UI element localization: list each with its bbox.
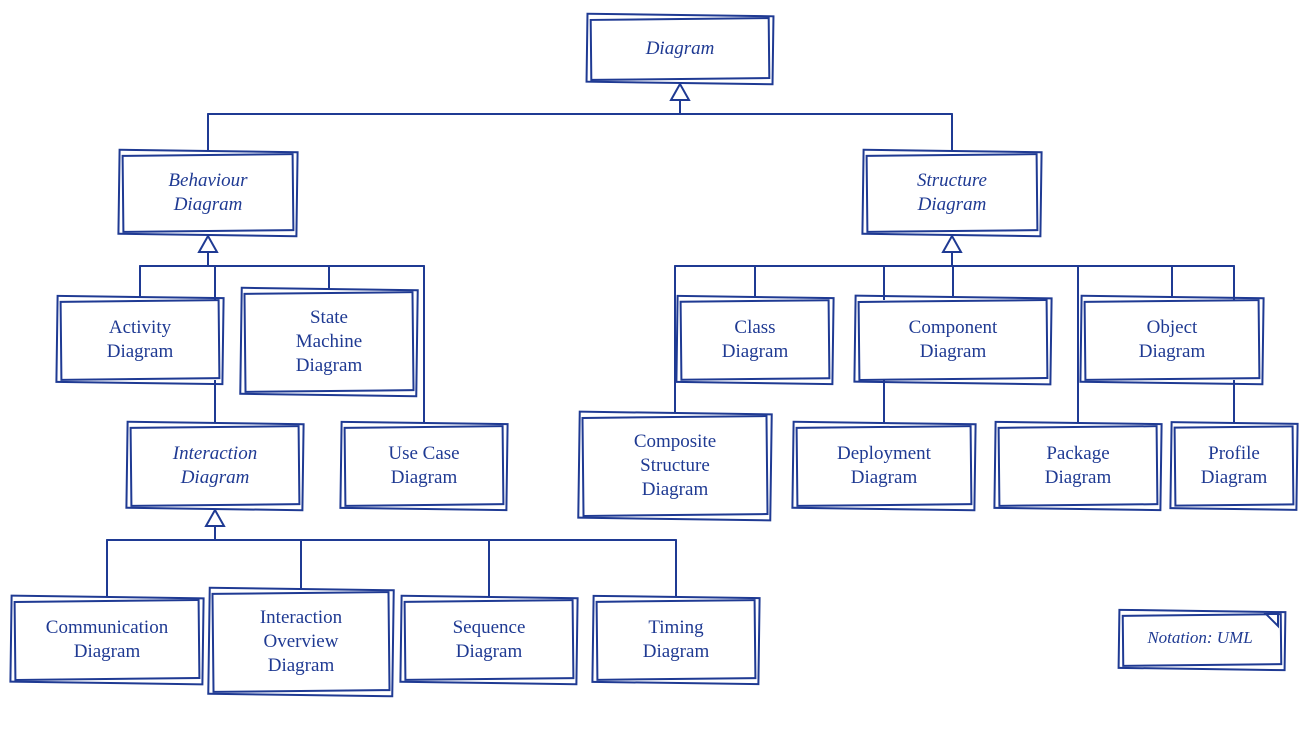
node-package: Package Diagram (998, 426, 1158, 506)
node-label: Communication Diagram (46, 616, 168, 664)
notation-note: Notation: UML (1122, 614, 1278, 662)
node-label: Use Case Diagram (388, 442, 459, 490)
node-label: Composite Structure Diagram (634, 430, 716, 501)
node-profile: Profile Diagram (1174, 426, 1294, 506)
node-communication: Communication Diagram (14, 600, 200, 680)
node-class: Class Diagram (680, 300, 830, 380)
node-interaction_overview: Interaction Overview Diagram (212, 592, 390, 692)
node-label: Interaction Diagram (173, 442, 257, 490)
node-label: Sequence Diagram (453, 616, 526, 664)
node-behaviour: Behaviour Diagram (122, 154, 294, 232)
node-label: Structure Diagram (917, 169, 987, 217)
node-label: Class Diagram (722, 316, 788, 364)
node-deployment: Deployment Diagram (796, 426, 972, 506)
node-label: Profile Diagram (1201, 442, 1267, 490)
node-timing: Timing Diagram (596, 600, 756, 680)
node-label: Interaction Overview Diagram (260, 606, 342, 677)
node-label: Activity Diagram (107, 316, 173, 364)
node-object: Object Diagram (1084, 300, 1260, 380)
node-use_case: Use Case Diagram (344, 426, 504, 506)
diagram-canvas: Diagram Behaviour Diagram Structure Diagra… (0, 0, 1302, 752)
node-sequence: Sequence Diagram (404, 600, 574, 680)
node-label: Deployment Diagram (837, 442, 931, 490)
node-label: Diagram (646, 37, 715, 61)
node-diagram: Diagram (590, 18, 770, 80)
node-interaction: Interaction Diagram (130, 426, 300, 506)
node-label: Package Diagram (1045, 442, 1111, 490)
node-composite_structure: Composite Structure Diagram (582, 416, 768, 516)
node-label: Object Diagram (1139, 316, 1205, 364)
node-component: Component Diagram (858, 300, 1048, 380)
node-label: Timing Diagram (643, 616, 709, 664)
node-structure: Structure Diagram (866, 154, 1038, 232)
node-label: Behaviour Diagram (168, 169, 247, 217)
node-state_machine: State Machine Diagram (244, 292, 414, 392)
node-activity: Activity Diagram (60, 300, 220, 380)
node-label: Component Diagram (909, 316, 998, 364)
node-label: State Machine Diagram (296, 306, 362, 377)
